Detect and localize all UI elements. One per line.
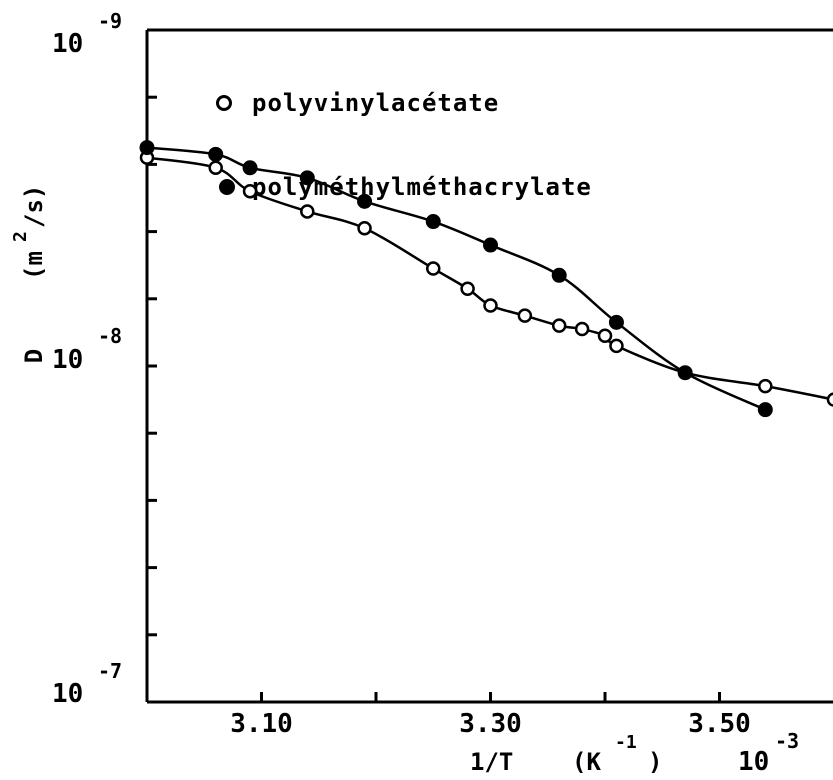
x-tick-labels: 3.10 3.30 3.50 — [230, 709, 751, 739]
y-tick-label-1e-9: 10 -9 — [52, 9, 122, 59]
data-point-open — [517, 308, 533, 323]
x-axis-unit-close: ) — [648, 748, 662, 776]
data-point-open — [758, 378, 773, 394]
series-line-0 — [146, 156, 833, 401]
y-axis-unit-base: (m — [20, 251, 48, 280]
legend-marker-filled-circle — [219, 179, 235, 195]
y-axis-symbol: D — [20, 349, 48, 363]
y-axis-unit-rest: /s) — [20, 185, 48, 228]
data-point-filled — [425, 214, 441, 230]
x-axis-unit-exp: -1 — [615, 732, 637, 753]
x-tick-label-3.50: 3.50 — [688, 709, 751, 739]
x-tick-label-3.30: 3.30 — [459, 709, 522, 739]
data-point-filled — [299, 170, 315, 186]
x-tick-label-3.10: 3.10 — [230, 709, 293, 739]
y-tick-label-1e-7: 10 -7 — [52, 659, 122, 709]
y-tick-base: 10 — [52, 679, 83, 709]
y-axis-unit-exp: 2 — [10, 231, 31, 242]
data-point-open — [460, 281, 475, 296]
x-multiplier-exp: -3 — [775, 729, 799, 753]
data-point-open — [208, 160, 223, 176]
data-point-open — [597, 328, 613, 344]
x-minor-ticks — [145, 692, 721, 702]
data-point-filled — [757, 402, 773, 418]
x-multiplier-base: 10 — [738, 747, 769, 777]
data-point-filled — [551, 267, 567, 283]
y-tick-label-1e-8: 10 -8 — [52, 324, 122, 375]
x-axis-label: 1/T (K -1 ) 10 -3 — [470, 729, 799, 777]
series-points — [139, 140, 833, 418]
data-point-filled — [357, 193, 373, 209]
data-point-open — [300, 204, 315, 219]
y-axis-unit: (m 2 /s) — [10, 185, 48, 280]
y-tick-exp: -7 — [98, 659, 122, 683]
data-point-open — [826, 392, 833, 407]
legend-marker-open-circle — [216, 95, 232, 111]
x-axis-label-main: 1/T — [470, 748, 513, 776]
y-tick-exp: -8 — [98, 324, 122, 348]
y-tick-exp: -9 — [98, 9, 122, 33]
data-point-filled — [483, 237, 498, 253]
data-point-filled — [139, 140, 155, 156]
series-line-1 — [146, 146, 766, 411]
data-point-open — [574, 321, 590, 337]
legend-label-series-0: polyvinylacétate — [252, 89, 499, 117]
data-point-filled — [208, 146, 224, 162]
y-tick-base: 10 — [52, 29, 83, 59]
data-point-open — [551, 318, 567, 333]
y-tick-base: 10 — [52, 345, 83, 375]
data-point-open — [426, 261, 441, 276]
legend: polyvinylacétate polyméthylméthacrylate — [216, 89, 591, 201]
series-lines — [146, 146, 833, 411]
data-point-open — [242, 184, 258, 199]
x-axis-unit-base: (K — [572, 748, 601, 776]
data-point-open — [483, 298, 498, 313]
data-point-filled — [608, 314, 624, 330]
data-point-open — [609, 338, 624, 354]
data-point-filled — [242, 160, 258, 176]
data-point-open — [357, 220, 372, 236]
data-point-filled — [677, 365, 693, 381]
